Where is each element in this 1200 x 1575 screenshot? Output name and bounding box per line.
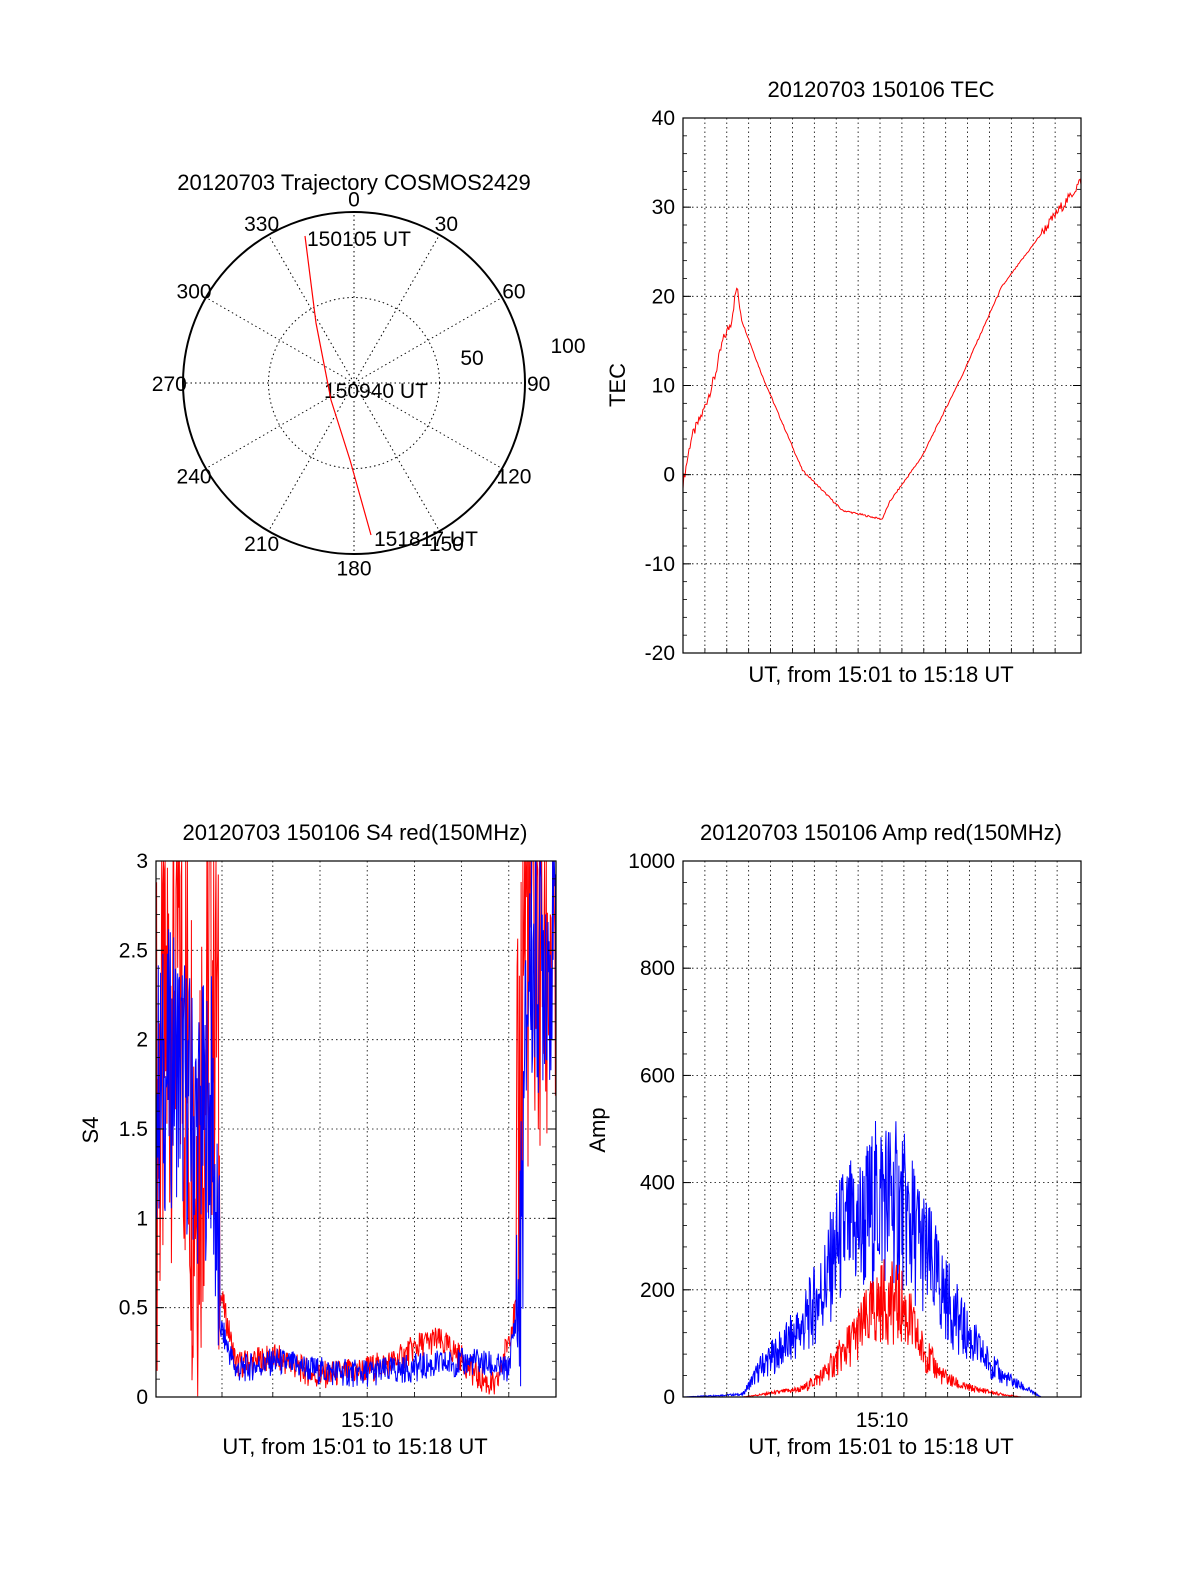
polar-azimuth-label-9: 270 — [152, 373, 187, 396]
polar-trajectory — [304, 235, 372, 536]
polar-radial-label-0: 50 — [460, 347, 483, 370]
tec-ytick-label-3: 10 — [652, 375, 675, 398]
amp-series-1 — [683, 1259, 1081, 1398]
s4-ytick-label-0: 0 — [136, 1386, 148, 1409]
polar-annotation-mid: 150940 UT — [324, 380, 428, 403]
s4-ytick-label-2: 1 — [136, 1207, 148, 1230]
amp-series — [683, 1120, 1081, 1398]
polar-azimuth-label-4: 120 — [496, 465, 531, 488]
amp-ylabel: Amp — [585, 1107, 610, 1152]
polar-radial-label-1: 100 — [550, 335, 585, 358]
polar-title: 20120703 Trajectory COSMOS2429 — [177, 170, 530, 195]
s4-title: 20120703 150106 S4 red(150MHz) — [183, 820, 528, 845]
tec-ytick-label-4: 20 — [652, 285, 675, 308]
tec-ytick-label-2: 0 — [663, 464, 675, 487]
s4-ytick-label-3: 1.5 — [119, 1118, 148, 1141]
tec-ytick-label-5: 30 — [652, 196, 675, 219]
amp-title: 20120703 150106 Amp red(150MHz) — [700, 820, 1062, 845]
tec-xlabel: UT, from 15:01 to 15:18 UT — [748, 662, 1013, 687]
s4-ytick-label-1: 0.5 — [119, 1297, 148, 1320]
polar-azimuth-label-7: 210 — [244, 533, 279, 556]
s4-ylabel: S4 — [78, 1117, 103, 1144]
polar-spoke-5 — [353, 382, 440, 532]
amp-ytick-label-1: 200 — [640, 1279, 675, 1302]
s4-ytick-label-5: 2.5 — [119, 939, 148, 962]
tec-title: 20120703 150106 TEC — [767, 77, 994, 102]
s4-grid — [156, 861, 556, 1397]
polar-azimuth-label-0: 0 — [348, 188, 360, 211]
amp-series-0 — [683, 1120, 1081, 1398]
tec-ytick-label-0: -20 — [645, 642, 675, 665]
s4-series-1 — [155, 860, 557, 1388]
polar-spoke-11 — [268, 234, 355, 384]
tec-plot: 20120703 150106 TEC -20 -10 0 10 20 30 40 UT, … — [605, 77, 1082, 687]
tec-ytick-label-1: -10 — [645, 553, 675, 576]
amp-ytick-label-4: 800 — [640, 957, 675, 980]
amp-axes: 0 200 400 600 800 1000 15:10 — [628, 850, 1081, 1432]
tec-series — [682, 178, 1082, 520]
amp-plot: 20120703 150106 Amp red(150MHz) 0 200 400 6… — [585, 820, 1082, 1459]
s4-series — [155, 860, 557, 1398]
polar-azimuth-label-11: 330 — [244, 213, 279, 236]
polar-spoke-1 — [353, 234, 440, 384]
s4-ytick-label-6: 3 — [136, 850, 148, 873]
polar-spoke-4 — [353, 382, 503, 469]
polar-azimuth-label-2: 60 — [502, 281, 525, 304]
amp-ytick-label-2: 400 — [640, 1172, 675, 1195]
amp-xlabel: UT, from 15:01 to 15:18 UT — [748, 1434, 1013, 1459]
amp-ytick-label-0: 0 — [663, 1386, 675, 1409]
polar-azimuth-label-1: 30 — [435, 213, 458, 236]
polar-azimuth-label-6: 180 — [336, 558, 371, 581]
tec-axes: -20 -10 0 10 20 30 40 — [645, 107, 1081, 665]
amp-ytick-label-3: 600 — [640, 1064, 675, 1087]
amp-ytick-label-5: 1000 — [628, 850, 675, 873]
polar-spoke-10 — [205, 297, 355, 384]
s4-ytick-label-4: 2 — [136, 1029, 148, 1052]
polar-azimuth-label-3: 90 — [527, 373, 550, 396]
polar-spoke-2 — [353, 297, 503, 384]
polar-series — [304, 235, 372, 536]
polar-azimuth-label-5: 150 — [429, 533, 464, 556]
tec-series-0 — [682, 178, 1082, 520]
s4-xtick-label-0: 15:10 — [341, 1409, 394, 1432]
polar-annotation-end: 151817 UT — [374, 528, 478, 551]
s4-xlabel: UT, from 15:01 to 15:18 UT — [222, 1434, 487, 1459]
tec-ytick-label-6: 40 — [652, 107, 675, 130]
tec-grid — [683, 118, 1081, 653]
tec-ylabel: TEC — [605, 363, 630, 407]
polar-grid — [182, 211, 526, 555]
polar-azimuth-label-8: 240 — [177, 465, 212, 488]
polar-azimuth-label-10: 300 — [177, 281, 212, 304]
polar-outer-circle — [182, 211, 526, 555]
polar-spoke-7 — [268, 382, 355, 532]
polar-spoke-8 — [205, 382, 355, 469]
polar-plot: 20120703 Trajectory COSMOS2429 0 30 60 90 12… — [152, 170, 586, 581]
polar-annotation-start: 150105 UT — [307, 228, 411, 251]
polar-labels: 0 30 60 90 120 150 180 210 240 270 300 330 50 100 1501… — [152, 188, 586, 580]
amp-xtick-label-0: 15:10 — [856, 1409, 909, 1432]
s4-plot: 20120703 150106 S4 red(150MHz) 0 0.5 1 1.5 2… — [78, 820, 557, 1459]
s4-axes: 0 0.5 1 1.5 2 2.5 3 15:10 — [119, 850, 556, 1432]
